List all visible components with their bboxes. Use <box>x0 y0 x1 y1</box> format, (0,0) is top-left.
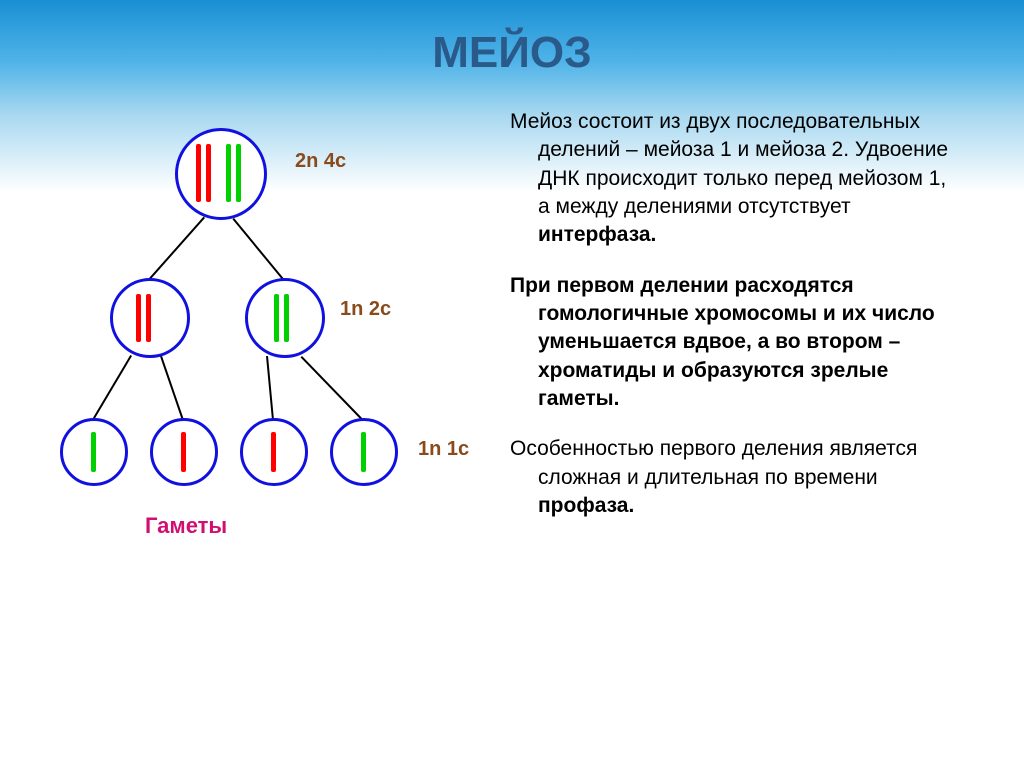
diagram-label-l1: 2n 4c <box>295 150 346 173</box>
chromosome <box>146 294 151 342</box>
p1-text: Мейоз состоит из двух последовательных д… <box>510 110 948 218</box>
tree-edge <box>92 355 132 420</box>
p3-text: Особенностью первого деления является сл… <box>510 437 917 488</box>
tree-edge <box>149 217 205 280</box>
p3-bold: профаза. <box>538 494 634 517</box>
tree-edge <box>232 218 285 281</box>
title-text: МЕЙОЗ <box>432 28 591 77</box>
diagram-label-l2: 1n 2c <box>340 298 391 321</box>
meiosis-diagram: 2n 4c 1n 2c 1n 1c Гаметы <box>10 108 500 628</box>
chromosome <box>271 432 276 472</box>
chromosome <box>136 294 141 342</box>
paragraph-1: Мейоз состоит из двух последовательных д… <box>510 108 960 250</box>
cell-top <box>175 128 267 220</box>
chromosome <box>196 144 201 202</box>
chromosome <box>226 144 231 202</box>
p1-bold: интерфаза. <box>538 223 656 246</box>
text-column: Мейоз состоит из двух последовательных д… <box>500 108 980 628</box>
page-title: МЕЙОЗ <box>0 0 1024 78</box>
chromosome <box>236 144 241 202</box>
tree-edge <box>266 356 274 420</box>
diagram-label-l3: 1n 1c <box>418 438 469 461</box>
paragraph-3: Особенностью первого деления является сл… <box>510 435 960 520</box>
chromosome <box>206 144 211 202</box>
chromosome <box>274 294 279 342</box>
paragraph-2: При первом делении расходятся гомологичн… <box>510 272 960 414</box>
chromosome <box>181 432 186 472</box>
content-row: 2n 4c 1n 2c 1n 1c Гаметы Мейоз состоит из д… <box>0 108 1024 628</box>
chromosome <box>284 294 289 342</box>
tree-edge <box>160 356 184 421</box>
diagram-label-l4: Гаметы <box>145 513 227 539</box>
chromosome <box>361 432 366 472</box>
p2-text: При первом делении расходятся гомологичн… <box>510 274 935 410</box>
chromosome <box>91 432 96 472</box>
tree-edge <box>301 356 364 421</box>
